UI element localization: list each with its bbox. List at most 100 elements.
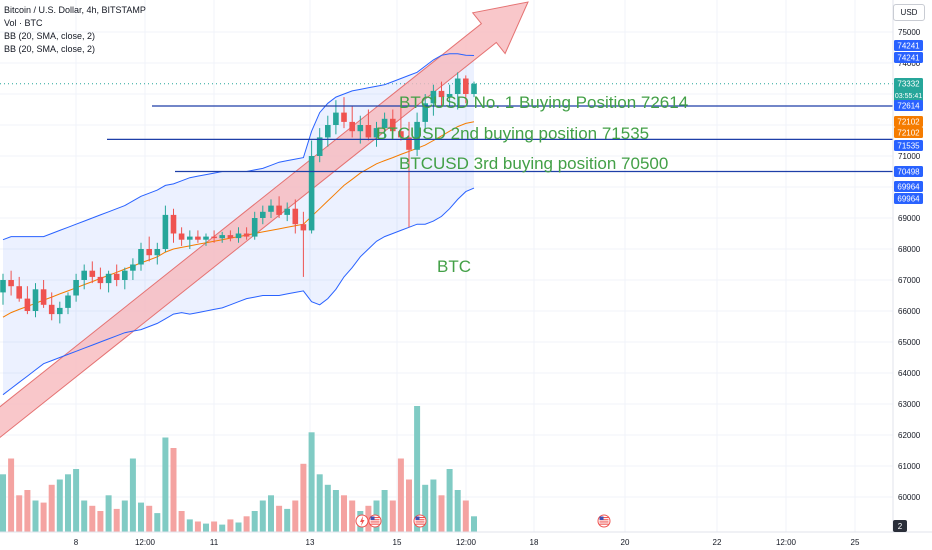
legend-bb-1[interactable]: BB (20, SMA, close, 2) (4, 31, 96, 41)
trend-arrow-shape[interactable] (0, 1, 529, 439)
price-badge-label: 71535 (897, 142, 920, 151)
volume-bar (186, 519, 193, 532)
trend-arrow[interactable] (0, 1, 529, 439)
volume-bar (284, 508, 291, 532)
candle (268, 199, 274, 218)
candle (154, 242, 161, 265)
chart-annotations[interactable]: BTCUSD No. 1 Buying Position 72614 BTCUS… (376, 93, 688, 276)
price-tick-label: 61000 (898, 462, 921, 471)
volume-bar (146, 505, 153, 533)
us-flag-event-icon[interactable] (368, 514, 382, 528)
price-badge: 74241 (894, 40, 923, 51)
legend-symbol[interactable]: Bitcoin / U.S. Dollar, 4h, BITSTAMP (4, 5, 146, 15)
candle (398, 103, 404, 141)
price-tick-label: 67000 (898, 276, 921, 285)
volume-bar (24, 490, 31, 532)
volume-bar (414, 406, 421, 532)
volume-bar (332, 490, 339, 532)
volume-bar (81, 500, 88, 532)
volume-bar (65, 474, 71, 533)
volume-bar (113, 508, 120, 532)
volume-bar (324, 484, 331, 533)
volume-bar (121, 500, 128, 532)
candle (260, 205, 266, 225)
price-badge-label: 69964 (897, 195, 920, 204)
currency-button[interactable]: USD (893, 4, 925, 21)
candle (122, 267, 128, 290)
volume-bar (211, 521, 218, 532)
candle (292, 199, 299, 234)
time-axis[interactable]: 8 12:00 11 13 15 12:00 18 20 22 12:00 25 (74, 538, 860, 547)
time-tick-label: 18 (530, 538, 539, 547)
candle (422, 94, 428, 132)
price-badge: 71535 (894, 140, 923, 151)
time-tick-label: 13 (306, 538, 315, 547)
us-flag-event-icon[interactable] (597, 514, 611, 528)
annotation-line1[interactable]: BTCUSD No. 1 Buying Position 72614 (399, 93, 688, 112)
price-axis-badges: 74241 74241 73332 03:55:41 72614 72102 72102 71… (894, 40, 923, 204)
corner-badge[interactable]: 2 (893, 520, 907, 532)
volume-bar (276, 505, 283, 533)
volume-bar (422, 484, 429, 533)
annotation-center-label[interactable]: BTC (437, 257, 471, 276)
price-badge: 69964 (894, 181, 923, 192)
price-badge: 72102 (894, 116, 923, 127)
candle (40, 280, 47, 308)
volume-bar (170, 448, 177, 532)
volume-bar (462, 500, 469, 532)
volume-bar (300, 463, 307, 533)
volume-bar (89, 505, 96, 533)
candle (24, 286, 31, 315)
countdown-label: 03:55:41 (895, 93, 922, 100)
candle (284, 202, 290, 222)
candle (316, 128, 323, 163)
event-markers[interactable] (355, 514, 611, 528)
us-flag-event-icon[interactable] (413, 514, 427, 528)
volume-bars (0, 406, 477, 533)
candle (113, 264, 120, 287)
price-badge: 73332 03:55:41 (894, 78, 923, 102)
annotation-line2[interactable]: BTCUSD 2nd buying position 71535 (376, 124, 649, 143)
price-badge-label: 72102 (897, 129, 920, 138)
candle (365, 109, 372, 141)
volume-bar (203, 523, 209, 532)
price-badge-label: 69964 (897, 183, 920, 192)
candle (438, 81, 445, 107)
volume-bar (454, 490, 461, 532)
volume-bar (194, 521, 201, 532)
time-tick-label: 11 (210, 538, 219, 547)
candle (146, 236, 152, 262)
volume-bar (381, 490, 388, 532)
volume-bar (268, 495, 274, 533)
volume-bar (365, 505, 372, 533)
candle (390, 109, 396, 135)
volume-bar (105, 495, 112, 533)
legend-bb-2[interactable]: BB (20, SMA, close, 2) (4, 44, 96, 54)
volume-bar (162, 437, 169, 532)
volume-bar (56, 479, 63, 532)
price-badge-label: 72102 (897, 118, 920, 127)
candle (57, 301, 63, 324)
lightning-event-icon[interactable] (355, 514, 369, 528)
volume-bar (235, 522, 242, 532)
price-tick-label: 64000 (898, 369, 921, 378)
volume-bar (430, 479, 437, 532)
volume-bar (406, 479, 412, 532)
time-tick-label: 12:00 (135, 538, 156, 547)
legend-volume[interactable]: Vol · BTC (4, 18, 43, 28)
candle (349, 106, 355, 138)
price-badge: 72102 (894, 127, 923, 138)
buying-position-lines[interactable] (107, 105, 893, 173)
time-tick-label: 12:00 (776, 538, 797, 547)
price-badge: 69964 (894, 193, 923, 204)
candle (48, 292, 55, 321)
candle (446, 84, 453, 107)
candle (97, 267, 104, 290)
time-tick-label: 15 (393, 538, 402, 547)
candle (81, 264, 87, 290)
volume-bar (0, 474, 6, 533)
volume-bar (40, 502, 47, 532)
annotation-line3[interactable]: BTCUSD 3rd buying position 70500 (399, 154, 668, 173)
candle (178, 227, 185, 246)
